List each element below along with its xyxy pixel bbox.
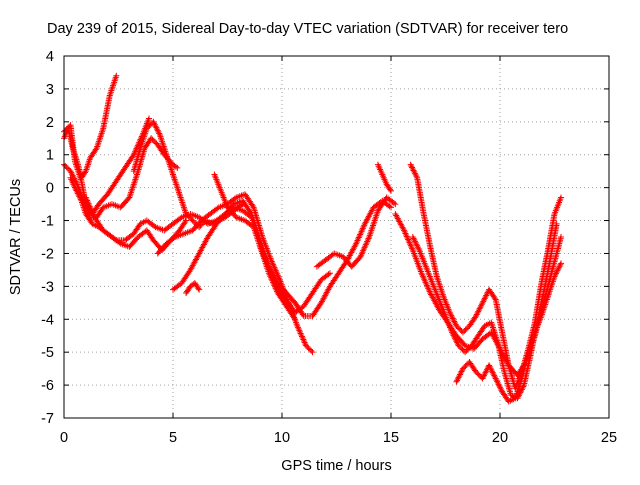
- series-track-11: [257, 197, 394, 319]
- y-tick-label: 4: [46, 49, 54, 65]
- y-axis-label: SDTVAR / TECUs: [8, 179, 24, 295]
- y-tick-label: -2: [41, 246, 54, 262]
- chart-title: Day 239 of 2015, Sidereal Day-to-day VTE…: [47, 21, 568, 37]
- series-track-9: [183, 280, 203, 296]
- marker-track: [183, 280, 203, 296]
- marker-track: [257, 197, 394, 319]
- data-points: [61, 72, 565, 405]
- x-tick-label: 0: [60, 430, 68, 446]
- plot-frame: [63, 55, 610, 419]
- axes: 0 5 10 15 20 25 -7 -6 -5 -4 -3 -2 -1 0 1 2 3 4: [41, 49, 617, 446]
- series-track-16: [409, 220, 560, 402]
- x-tick-label: 10: [274, 430, 290, 446]
- x-tick-label: 25: [601, 430, 617, 446]
- marker-track: [374, 161, 394, 194]
- x-tick-label: 20: [492, 430, 508, 446]
- y-tick-label: 2: [46, 115, 54, 131]
- y-tick-label: -5: [41, 345, 54, 361]
- y-tick-label: -7: [41, 411, 54, 427]
- marker-track: [313, 194, 399, 270]
- y-tick-label: -3: [41, 279, 54, 295]
- y-tick-label: -1: [41, 214, 54, 230]
- y-tick-label: 1: [46, 148, 54, 164]
- y-tick-label: 0: [46, 181, 54, 197]
- marker-track: [409, 220, 560, 402]
- marker-track: [453, 260, 565, 405]
- series-track-13: [374, 161, 394, 194]
- x-axis-label: GPS time / hours: [281, 458, 391, 474]
- y-tick-label: -6: [41, 378, 54, 394]
- y-tick-label: 3: [46, 82, 54, 98]
- x-tick-label: 5: [169, 430, 177, 446]
- series-track-17: [453, 260, 565, 405]
- series-track-12: [313, 194, 399, 270]
- y-tick-label: -4: [41, 312, 54, 328]
- x-tick-label: 15: [383, 430, 399, 446]
